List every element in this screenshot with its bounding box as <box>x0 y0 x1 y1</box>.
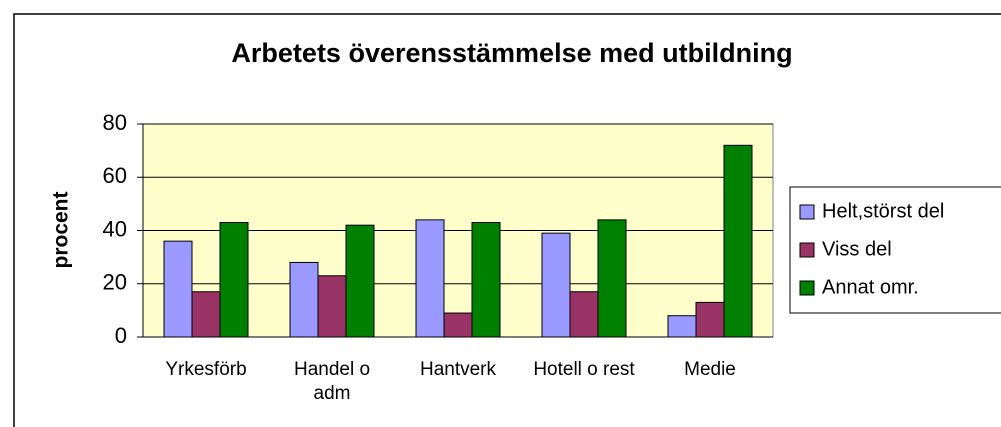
bar <box>289 261 319 338</box>
y-tick-label: 80 <box>103 110 127 135</box>
chart-title: Arbetets överensstämmelse med utbildning <box>231 38 792 68</box>
bar <box>471 222 501 338</box>
bar <box>191 291 221 338</box>
legend-box <box>789 186 1001 314</box>
x-tick-label: Handel o adm <box>293 359 371 404</box>
y-axis-label: procent <box>50 191 73 268</box>
x-tick-label: Hantverk <box>419 359 497 380</box>
y-tick-label: 40 <box>103 216 127 241</box>
bar <box>723 144 753 338</box>
bar <box>345 224 375 338</box>
x-tick-label: Yrkesförb <box>165 359 247 380</box>
x-tick-label: Hotell o rest <box>533 359 635 380</box>
bar <box>569 291 599 338</box>
bar <box>443 312 473 338</box>
bar <box>219 222 249 338</box>
legend-label: Helt,störst del <box>822 200 944 222</box>
legend-swatch <box>799 280 815 296</box>
y-tick-label: 60 <box>103 163 127 188</box>
bar <box>163 240 193 338</box>
bar <box>415 219 445 338</box>
bar <box>695 301 725 338</box>
legend-swatch <box>799 242 815 258</box>
bar <box>317 275 347 338</box>
bar <box>541 232 571 338</box>
legend-label: Viss del <box>822 238 892 260</box>
y-tick-label: 20 <box>103 270 127 295</box>
legend-label: Annat omr. <box>822 276 919 298</box>
bar <box>597 219 627 338</box>
legend-swatch <box>799 204 815 220</box>
x-tick-label: Medie <box>684 359 736 380</box>
y-tick-label: 0 <box>115 323 127 348</box>
bar <box>667 315 697 338</box>
